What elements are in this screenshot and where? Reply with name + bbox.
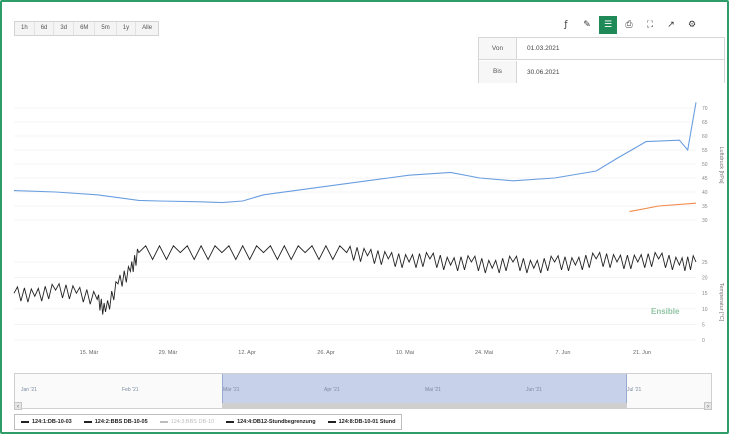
y-tick-lower: 10 [702,307,708,313]
line-tool-icon[interactable]: ƒ [564,20,568,30]
navigator-scroll-left-button[interactable]: ‹ [14,402,22,410]
navigator-label: Apr '21 [324,387,340,393]
legend-swatch [159,421,168,423]
series-line-1 [629,202,697,213]
range-button-4[interactable]: 5m [95,22,117,35]
legend-swatch [21,421,29,423]
x-tick-label: 29. Mär [159,350,178,356]
legend-item-4[interactable]: 124:8:DB-10-01 Stund [327,419,396,425]
legend-item-3[interactable]: 124:4:DB12-Stundbegrenzung [226,419,316,425]
legend-label: 124:2:BBS DB-10-05 [94,419,148,425]
legend-swatch [226,421,235,423]
y-tick-upper: 30 [702,218,708,224]
navigator-scroll-thumb[interactable] [222,403,627,409]
y-axis-title-lower: Temperatur [°C] [718,283,724,322]
navigator-label: Mär '21 [223,387,240,393]
from-label: Von [479,38,517,59]
fullscreen-icon[interactable]: ⛶ [646,20,654,30]
series-line-2 [13,244,697,315]
share-icon[interactable]: ↗ [667,20,675,30]
legend-label: 124:1:DB-10-03 [32,419,72,425]
navigator-label: Feb '21 [122,387,139,393]
legend-label: 124:3:BBS DB-10 [170,419,215,425]
x-tick-label: 21. Jun [633,350,651,356]
legend-label: 124:8:DB-10-01 Stund [338,419,396,425]
x-tick-label: 12. Apr [238,350,256,356]
to-label: Bis [479,61,517,83]
navigator-label: Jun '21 [526,387,542,393]
y-tick-upper: 50 [702,162,708,168]
y-tick-upper: 40 [702,190,708,196]
legend-item-1[interactable]: 124:2:BBS DB-10-05 [83,419,148,425]
y-tick-upper: 35 [702,204,708,210]
y-tick-upper: 60 [702,134,708,140]
watermark-logo: Ensible [651,307,680,316]
y-axis-title-upper: Luftdruck [hPa] [718,147,724,184]
range-button-3[interactable]: 6M [74,22,96,35]
range-button-6[interactable]: Alle [142,25,153,31]
y-tick-lower: 25 [702,260,708,266]
y-tick-lower: 20 [702,276,708,282]
y-tick-lower: 0 [702,338,705,344]
y-tick-lower: 5 [702,322,705,328]
legend: 124:1:DB-10-03 124:2:BBS DB-10-05 124:3:BB… [14,414,403,430]
range-button-0[interactable]: 1h [15,22,35,35]
draw-tool-icon[interactable]: ✎ [583,20,591,30]
legend-item-2[interactable]: 124:3:BBS DB-10 [159,419,215,425]
range-button-1[interactable]: 6d [35,22,55,35]
y-tick-upper: 45 [702,176,708,182]
from-date-input[interactable] [517,38,724,59]
x-tick-label: 7. Jun [556,350,571,356]
x-tick-label: 26. Apr [317,350,335,356]
to-date-input[interactable] [517,61,724,83]
date-range-box: Von Bis [478,37,725,83]
range-selector: 1h 6d 3d 6M 5m 1y Alle [14,21,160,36]
navigator-scroll-right-button[interactable]: › [704,402,712,410]
y-tick-lower: 15 [702,291,708,297]
series-line-0 [13,102,697,204]
range-button-2[interactable]: 3d [54,22,75,35]
settings-icon[interactable]: ⚙ [687,20,697,30]
x-tick-label: 15. Mär [80,350,99,356]
navigator-label: Jan '21 [21,387,37,393]
x-tick-label: 24. Mai [475,350,493,356]
navigator[interactable]: ‹ › Jan '21 Feb '21 Mär '21 Apr '21 Mai '21 J… [14,373,712,410]
legend-item-0[interactable]: 124:1:DB-10-03 [21,419,72,425]
y-tick-upper: 70 [702,106,708,112]
navigator-window[interactable] [222,374,627,408]
legend-label: 124:4:DB12-Stundbegrenzung [237,419,316,425]
print-icon[interactable]: ⎙ [625,20,633,30]
navigator-label: Jul '21 [627,387,642,393]
y-tick-upper: 65 [702,120,708,126]
range-button-5[interactable]: 1y [117,22,137,35]
legend-swatch [327,421,336,423]
x-tick-label: 10. Mai [396,350,414,356]
table-icon[interactable]: ☰ [599,16,617,34]
chart-toolbar: ƒ ✎ ☰ ⎙ ⛶ ↗ ⚙ [557,16,701,34]
y-tick-upper: 55 [702,148,708,154]
navigator-label: Mai '21 [425,387,441,393]
legend-swatch [83,421,92,423]
